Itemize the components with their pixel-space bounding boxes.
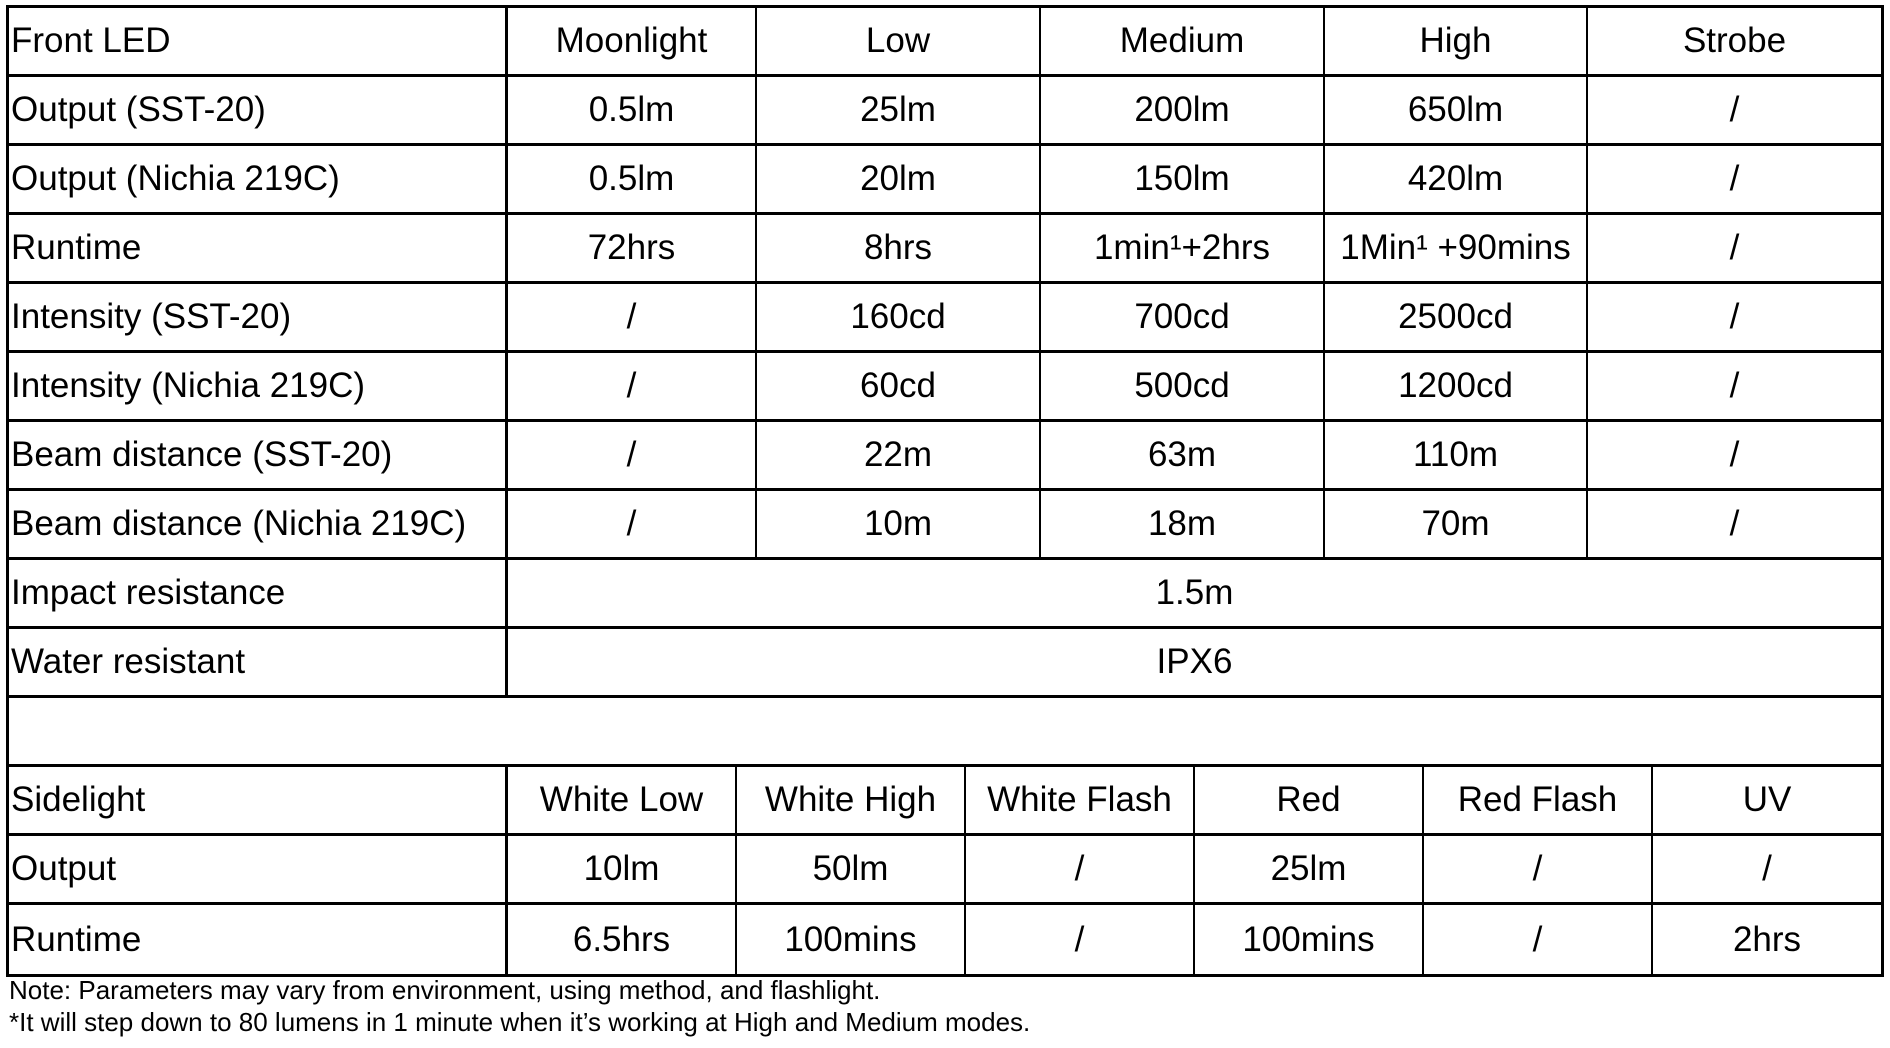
note-line: Note: Parameters may vary from environme… (9, 975, 881, 1005)
table-cell: Strobe (1682, 21, 1787, 60)
table-cell: 10lm (508, 836, 737, 902)
table-cell: Red (1195, 767, 1424, 833)
table-cell: 8hrs (757, 215, 1041, 281)
table-cell: 0.5lm (508, 77, 757, 143)
table-cell: / (966, 836, 1195, 902)
table-row: Runtime 72hrs 8hrs 1min¹+2hrs 1Min¹ +90mins / (9, 215, 1881, 284)
table-cell: Low (757, 8, 1041, 74)
table-cell: 63m (1041, 422, 1325, 488)
table-cell: 110m (1325, 422, 1588, 488)
table-cell: 18m (1041, 491, 1325, 557)
table-cell: Moonlight (508, 8, 757, 74)
table-cell: 160cd (757, 284, 1041, 350)
table-cell: 150lm (1041, 146, 1325, 212)
row-label: Runtime (9, 905, 508, 974)
table-cell: 50lm (737, 836, 966, 902)
table-row: Water resistant IPX6 (9, 629, 1881, 698)
table-cell: 1.5m (1155, 573, 1234, 612)
row-label: Front LED (9, 8, 508, 74)
row-label: Sidelight (9, 767, 508, 833)
table-cell: White Low (508, 767, 737, 833)
table-cell: 100mins (1195, 905, 1424, 974)
spacer-row (9, 698, 1881, 767)
table-cell: / (1424, 836, 1653, 902)
table-cell: / (508, 353, 757, 419)
table-cell: White Flash (966, 767, 1195, 833)
table-cell: 60cd (757, 353, 1041, 419)
table-row: Intensity (Nichia 219C)/60cd 500cd 1200cd / (9, 353, 1881, 422)
row-label: Beam distance (Nichia 219C) (9, 491, 508, 557)
table-row: Output 10lm 50lm/25lm / / (9, 836, 1881, 905)
table-cell: Medium (1041, 8, 1325, 74)
table-row: Beam distance (Nichia 219C)/10m 18m 70m / (9, 491, 1881, 560)
row-label: Impact resistance (9, 560, 508, 626)
table-row: Intensity (SST-20)/160cd 700cd 2500cd / (9, 284, 1881, 353)
table-cell: 2hrs (1732, 919, 1802, 959)
table-cell: / (1729, 90, 1740, 129)
table-cell: 0.5lm (508, 146, 757, 212)
table-cell: / (508, 491, 757, 557)
note-line: *It will step down to 80 lumens in 1 min… (9, 1007, 1031, 1037)
table-cell: IPX6 (1156, 642, 1233, 681)
table-cell: 200lm (1041, 77, 1325, 143)
table-cell: 6.5hrs (508, 905, 737, 974)
table-cell: / (1729, 159, 1740, 198)
table-row: Output (Nichia 219C) 0.5lm 20lm 150lm 420lm / (9, 146, 1881, 215)
table-cell: 500cd (1041, 353, 1325, 419)
side-header-row: Sidelight White Low White High White Flash R… (9, 767, 1881, 836)
front-header-row: Front LED Moonlight Low Medium High Strobe (9, 8, 1881, 77)
table-row: Beam distance (SST-20)/22m 63m 110m / (9, 422, 1881, 491)
table-cell: 1min¹+2hrs (1041, 215, 1325, 281)
notes: Note: Parameters may vary from environme… (9, 974, 1030, 1038)
table-cell: / (1729, 297, 1740, 336)
table-cell: 22m (757, 422, 1041, 488)
table-cell: 1Min¹ +90mins (1325, 215, 1588, 281)
table-cell: / (1762, 849, 1772, 888)
table-cell: 20lm (757, 146, 1041, 212)
table-cell: 650lm (1325, 77, 1588, 143)
table-cell: UV (1742, 780, 1792, 819)
row-label: Beam distance (SST-20) (9, 422, 508, 488)
table-cell: 420lm (1325, 146, 1588, 212)
table-cell: / (508, 422, 757, 488)
row-label: Intensity (Nichia 219C) (9, 353, 508, 419)
table-cell: / (1729, 366, 1740, 405)
table-cell: / (1729, 228, 1740, 267)
table-cell: / (966, 905, 1195, 974)
table-cell: 25lm (1195, 836, 1424, 902)
row-label: Output (9, 836, 508, 902)
table-cell: / (1729, 504, 1740, 543)
row-label: Output (SST-20) (9, 77, 508, 143)
table-cell: 70m (1325, 491, 1588, 557)
table-cell: Red Flash (1424, 767, 1653, 833)
table-cell: 700cd (1041, 284, 1325, 350)
table-cell: White High (737, 767, 966, 833)
row-label: Water resistant (9, 629, 508, 695)
table-cell: 10m (757, 491, 1041, 557)
table-cell: 72hrs (508, 215, 757, 281)
table-cell: / (508, 284, 757, 350)
table-cell: 2500cd (1325, 284, 1588, 350)
spec-table: Front LED Moonlight Low Medium High Strobe Out… (6, 5, 1884, 977)
table-row: Runtime 6.5hrs 100mins/100mins/2hrs (9, 905, 1881, 974)
row-label: Runtime (9, 215, 508, 281)
table-row: Output (SST-20) 0.5lm 25lm 200lm 650lm / (9, 77, 1881, 146)
table-cell: / (1424, 905, 1653, 974)
table-cell: 25lm (757, 77, 1041, 143)
table-cell: 100mins (737, 905, 966, 974)
table-row: Impact resistance 1.5m (9, 560, 1881, 629)
table-cell: High (1325, 8, 1588, 74)
table-cell: / (1729, 435, 1740, 474)
row-label: Intensity (SST-20) (9, 284, 508, 350)
row-label: Output (Nichia 219C) (9, 146, 508, 212)
table-cell: 1200cd (1325, 353, 1588, 419)
row-label (9, 698, 1881, 764)
